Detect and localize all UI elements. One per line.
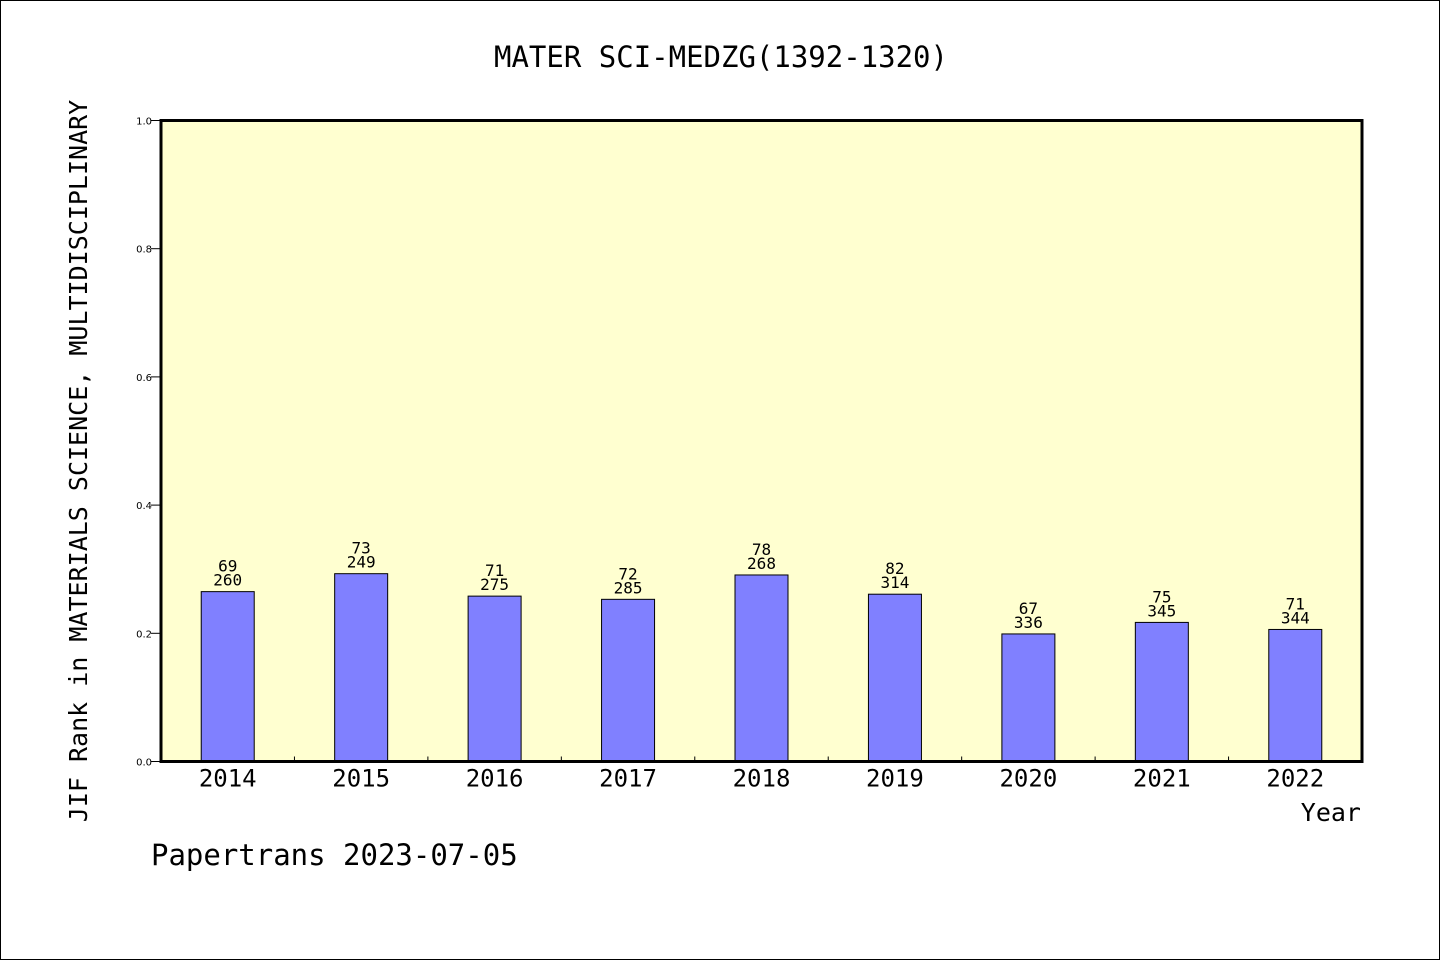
bar-2020: [1001, 633, 1056, 762]
data-label-total-2015: 249: [347, 553, 376, 572]
y-tick-label: 0.6: [136, 373, 152, 384]
plot-frame: [159, 119, 1364, 763]
x-tick-label-2015: 2015: [332, 765, 390, 793]
chart-title: MATER SCI-MEDZG(1392-1320): [494, 40, 948, 74]
x-tick-label-2018: 2018: [733, 765, 791, 793]
x-tick-label-2020: 2020: [999, 765, 1057, 793]
bar-2022: [1268, 628, 1323, 762]
bar-series: [200, 573, 1323, 763]
x-axis-tick-labels: 2014 2015 2016 2017 2018 2019 2020 2021 2022: [199, 765, 1324, 793]
y-tick-label: 0.2: [136, 629, 152, 640]
bar-2016: [467, 595, 522, 763]
data-label-total-2022: 344: [1281, 608, 1310, 627]
x-tick-label-2017: 2017: [599, 765, 657, 793]
data-label-rank-2016: 71: [485, 561, 504, 580]
footer-date-stamp: Papertrans 2023-07-05: [151, 838, 518, 872]
bar-2014: [200, 591, 255, 763]
x-tick-label-2016: 2016: [466, 765, 524, 793]
x-tick-label-2021: 2021: [1133, 765, 1191, 793]
data-label-total-2020: 336: [1014, 613, 1043, 632]
bar-2021: [1134, 621, 1189, 763]
data-label-rank-2022: 71: [1286, 594, 1305, 613]
bar-2015: [334, 573, 389, 763]
bar-2019: [867, 593, 922, 762]
data-label-rank-2018: 78: [752, 540, 771, 559]
bar-2017: [601, 598, 656, 763]
bar-2018: [734, 574, 789, 762]
x-tick-label-2014: 2014: [199, 765, 257, 793]
data-label-total-2016: 275: [480, 575, 509, 594]
y-tick-label: 1.0: [136, 117, 152, 128]
y-axis-ticks: 0.0 0.2 0.4 0.6 0.8 1.0: [136, 117, 161, 769]
data-label-total-2018: 268: [747, 554, 776, 573]
data-label-rank-2021: 75: [1152, 587, 1171, 606]
data-label-rank-2017: 72: [618, 564, 637, 583]
data-label-rank-2014: 69: [218, 557, 237, 576]
x-tick-label-2019: 2019: [866, 765, 924, 793]
data-label-rank-2015: 73: [352, 539, 371, 558]
data-label-total-2021: 345: [1147, 601, 1176, 620]
data-label-total-2017: 285: [614, 578, 643, 597]
y-tick-label: 0.4: [136, 501, 152, 512]
x-axis-label: Year: [1301, 798, 1361, 827]
data-label-total-2019: 314: [880, 573, 909, 592]
data-label-total-2014: 260: [213, 571, 242, 590]
data-label-rank-2019: 82: [885, 559, 904, 578]
y-tick-label: 0.8: [136, 245, 152, 256]
y-tick-label: 0.0: [136, 758, 152, 769]
y-axis-label: JIF Rank in MATERIALS SCIENCE, MULTIDISC…: [64, 100, 93, 822]
x-tick-label-2022: 2022: [1266, 765, 1324, 793]
data-label-rank-2020: 67: [1019, 599, 1038, 618]
